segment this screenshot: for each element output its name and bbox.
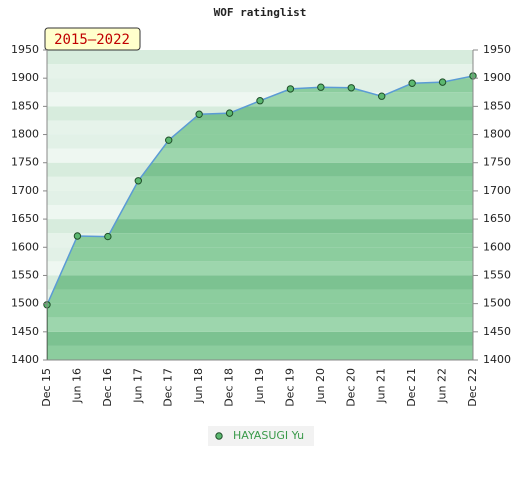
point — [256, 97, 264, 105]
annotation: 2015–2022 — [54, 32, 130, 48]
point — [438, 78, 447, 86]
point — [286, 85, 295, 93]
legend: HAYASUGI Yu — [208, 426, 314, 446]
point — [195, 110, 203, 118]
point — [317, 83, 325, 91]
x-tick-label: Jun 16 — [70, 368, 83, 404]
y2-tick-label: 1750 — [483, 156, 511, 169]
y2-tick-label: 1650 — [483, 212, 511, 225]
area-band — [47, 345, 473, 360]
point — [347, 84, 355, 92]
chart-title: WOF ratinglist — [214, 6, 307, 19]
x-tick-label: Jun 21 — [375, 368, 388, 404]
point — [165, 136, 173, 144]
y-tick-label: 1750 — [11, 156, 39, 169]
y-tick-label: 1650 — [11, 212, 39, 225]
y-tick-label: 1850 — [11, 99, 39, 112]
x-tick-label: Jun 20 — [314, 368, 327, 404]
area-band — [47, 247, 473, 262]
area-band — [47, 205, 473, 220]
area-band — [47, 289, 473, 304]
y2-tick-label: 1850 — [483, 99, 511, 112]
area-band — [47, 190, 473, 205]
area-band — [47, 219, 473, 234]
y-tick-label: 1400 — [11, 353, 39, 366]
x-tick-label: Dec 22 — [466, 368, 479, 407]
legend-box — [208, 426, 314, 446]
grid-band — [47, 50, 473, 65]
area-band — [47, 261, 473, 276]
point — [225, 109, 234, 117]
y-tick-label: 1500 — [11, 297, 39, 310]
y-tick-label: 1800 — [11, 128, 39, 141]
point — [104, 232, 112, 241]
area-band — [47, 331, 473, 346]
x-tick-label: Dec 19 — [283, 368, 296, 407]
y2-tick-label: 1700 — [483, 184, 511, 197]
y-tick-label: 1900 — [11, 71, 39, 84]
x-tick-label: Dec 20 — [344, 368, 357, 407]
y2-tick-label: 1450 — [483, 325, 511, 338]
x-tick-label: Dec 17 — [162, 368, 175, 407]
y-tick-label: 1550 — [11, 268, 39, 281]
legend-marker — [215, 432, 223, 440]
y2-tick-label: 1550 — [483, 268, 511, 281]
area-band — [47, 275, 473, 290]
area-band — [47, 303, 473, 318]
point — [408, 79, 416, 87]
x-tick-label: Dec 18 — [223, 368, 236, 407]
x-tick-label: Jun 22 — [436, 368, 449, 404]
y-tick-label: 1700 — [11, 184, 39, 197]
x-tick-label: Dec 16 — [101, 368, 114, 407]
area-band — [47, 317, 473, 332]
y2-tick-label: 1800 — [483, 128, 511, 141]
y2-tick-label: 1400 — [483, 353, 511, 366]
area-band — [47, 233, 473, 248]
x-tick-label: Jun 19 — [253, 368, 266, 404]
annotation-box — [44, 27, 141, 51]
point — [378, 92, 386, 100]
y-tick-label: 1950 — [11, 43, 39, 56]
point — [73, 232, 82, 240]
y-tick-label: 1600 — [11, 240, 39, 253]
grid-band — [47, 78, 473, 93]
x-tick-label: Jun 17 — [131, 368, 144, 404]
x-tick-label: Jun 18 — [192, 368, 205, 404]
x-tick-label: Dec 21 — [405, 368, 418, 407]
y2-tick-label: 1500 — [483, 297, 511, 310]
y-tick-label: 1450 — [11, 325, 39, 338]
area-band — [47, 176, 473, 191]
x-tick-label: Dec 15 — [40, 368, 53, 407]
legend-label: HAYASUGI Yu — [233, 429, 304, 442]
grid-band — [47, 64, 473, 79]
y2-tick-label: 1900 — [483, 71, 511, 84]
y2-tick-label: 1600 — [483, 240, 511, 253]
area-band — [47, 162, 473, 177]
point — [134, 177, 142, 185]
y2-tick-label: 1950 — [483, 43, 511, 56]
